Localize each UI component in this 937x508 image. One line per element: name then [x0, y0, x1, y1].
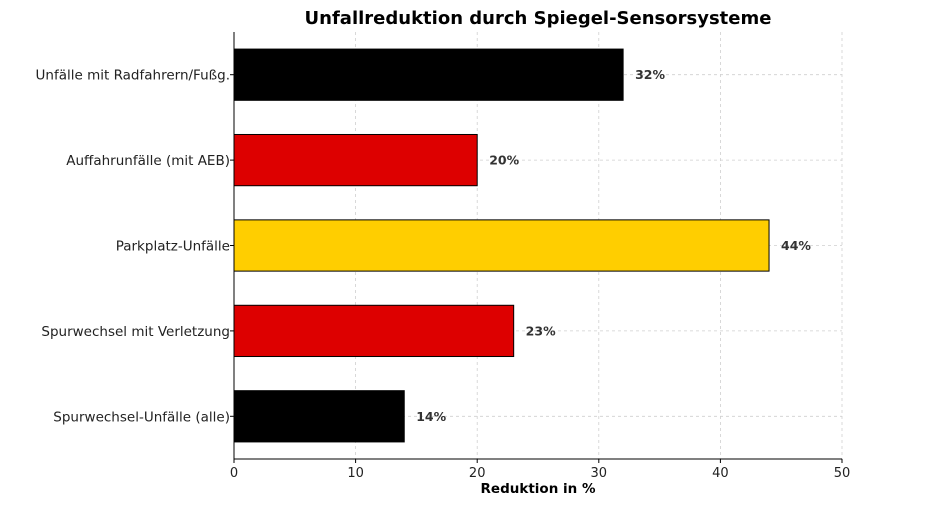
value-label: 23% [526, 323, 556, 338]
value-label: 14% [416, 409, 446, 424]
category-label: Spurwechsel mit Verletzung [41, 324, 230, 340]
value-label: 20% [489, 153, 519, 168]
x-tick-label: 0 [230, 466, 238, 481]
bar [233, 48, 624, 101]
x-tick-label: 40 [712, 466, 729, 481]
x-axis-title: Reduktion in % [481, 481, 596, 497]
x-tick-label: 20 [469, 466, 486, 481]
bar [233, 133, 478, 187]
value-label: 44% [781, 238, 811, 253]
category-label: Parkplatz-Unfälle [116, 239, 230, 255]
bar [233, 219, 770, 272]
labels-layer: 0 10 20 30 40 50 Unfälle mit Radfahrern/Fußg. 3… [36, 67, 851, 481]
bars-layer [233, 48, 770, 443]
category-label: Spurwechsel-Unfälle (alle) [53, 409, 230, 425]
x-tick-label: 50 [834, 466, 851, 481]
x-tick-label: 10 [347, 466, 364, 481]
bar [233, 390, 405, 443]
bar [233, 304, 515, 358]
x-tick-label: 30 [591, 466, 608, 481]
category-label: Unfälle mit Radfahrern/Fußg. [36, 68, 230, 84]
chart-title: Unfallreduktion durch Spiegel-Sensorsyst… [305, 8, 772, 29]
value-label: 32% [635, 67, 665, 82]
category-label: Auffahrunfälle (mit AEB) [66, 153, 230, 169]
